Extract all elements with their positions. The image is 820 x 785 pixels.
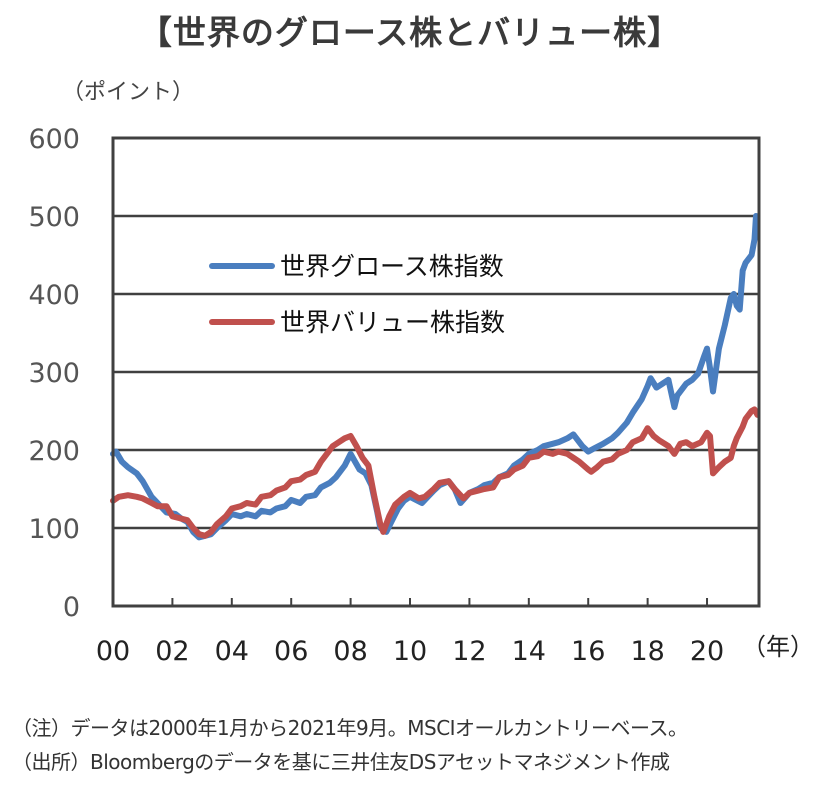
y-axis-ticks: 0 100 200 300 400 500 600 bbox=[28, 124, 80, 623]
x-tick-label: 12 bbox=[452, 636, 486, 667]
x-tick-label: 18 bbox=[630, 636, 664, 667]
x-tick-label: 04 bbox=[215, 636, 249, 667]
x-tick-label: 20 bbox=[690, 636, 724, 667]
x-tick-label: 16 bbox=[571, 636, 605, 667]
series-lines bbox=[110, 213, 761, 541]
y-tick-label: 300 bbox=[28, 358, 80, 389]
y-tick-label: 0 bbox=[63, 592, 80, 623]
footnote-note: （注）データは2000年1月から2021年9月。MSCIオールカントリーベース。 bbox=[12, 716, 688, 740]
line-chart: 0 100 200 300 400 500 600 00 02 04 06 08 10 12 14 16 18… bbox=[28, 124, 814, 667]
x-axis-ticks: 00 02 04 06 08 10 12 14 16 18 20 bbox=[96, 598, 724, 667]
y-tick-label: 400 bbox=[28, 280, 80, 311]
y-tick-label: 100 bbox=[28, 514, 80, 545]
x-tick-label: 00 bbox=[96, 636, 130, 667]
y-tick-label: 500 bbox=[28, 202, 80, 233]
y-axis-unit-label: （ポイント） bbox=[62, 80, 195, 105]
chart-title: 【世界のグロース株とバリュー株】 bbox=[138, 13, 682, 52]
x-tick-label: 02 bbox=[155, 636, 189, 667]
y-tick-label: 600 bbox=[28, 124, 80, 155]
plot-frame bbox=[111, 136, 761, 608]
footnote-source: （出所）Bloombergのデータを基に三井住友DSアセットマネジメント作成 bbox=[12, 750, 670, 774]
value-legend-label: 世界バリュー株指数 bbox=[280, 308, 505, 337]
x-tick-label: 14 bbox=[512, 636, 546, 667]
value-index-line bbox=[110, 406, 761, 539]
growth-legend-label: 世界グロース株指数 bbox=[280, 252, 504, 281]
y-tick-label: 200 bbox=[28, 436, 80, 467]
x-tick-label: 08 bbox=[333, 636, 367, 667]
x-tick-label: 10 bbox=[393, 636, 427, 667]
x-tick-label: 06 bbox=[274, 636, 308, 667]
x-axis-label: （年） bbox=[742, 633, 814, 661]
